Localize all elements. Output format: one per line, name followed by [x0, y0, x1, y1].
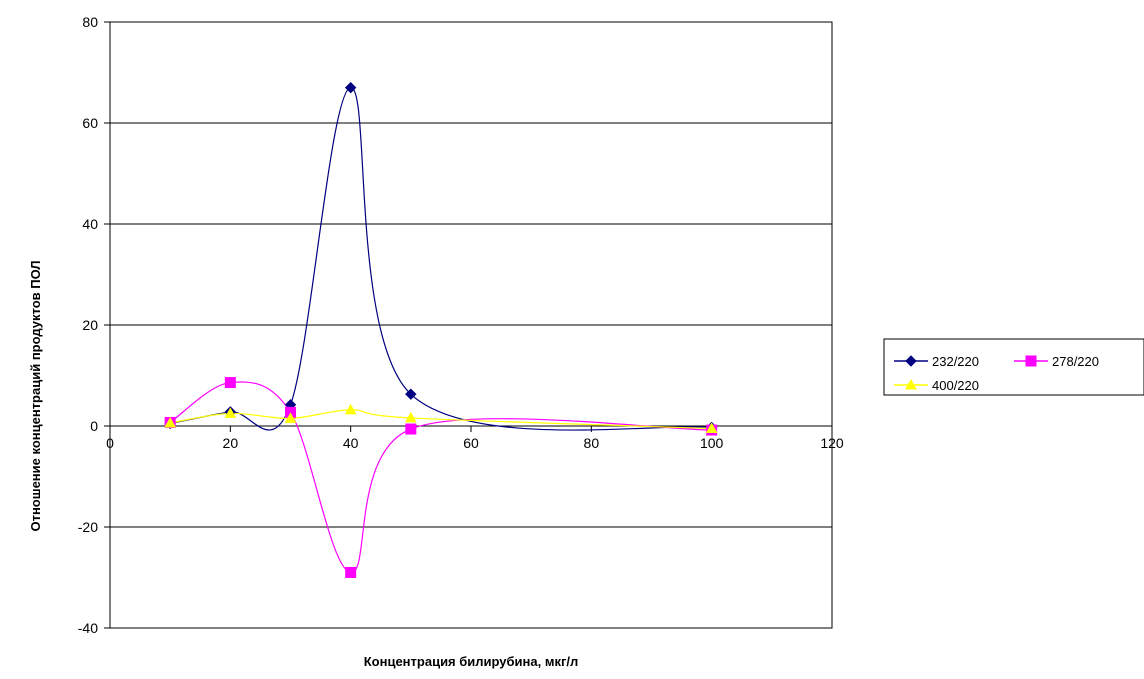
series-2-point-3 [344, 403, 357, 415]
y-tick-label-2: 0 [90, 418, 98, 434]
legend-label-2: 400/220 [932, 378, 979, 393]
y-tick-label-1: -20 [78, 519, 98, 535]
legend: 232/220 278/220 400/220 [883, 338, 1144, 396]
plot-area-border [109, 21, 833, 629]
y-tick-label-4: 40 [82, 216, 98, 232]
y-axis-title: Отношение концентраций продуктов ПОЛ [28, 260, 43, 531]
gridlines [110, 122, 832, 528]
series-0-point-3 [344, 81, 357, 94]
series-markers [164, 81, 718, 578]
y-tick-label-3: 20 [82, 317, 98, 333]
legend-marker-0 [905, 355, 917, 367]
y-axis-ticks: -40 -20 0 20 40 60 80 [78, 14, 110, 636]
y-tick-label-0: -40 [78, 620, 98, 636]
series-1-point-1 [224, 377, 236, 389]
series-1-point-4 [405, 423, 417, 435]
legend-box [883, 338, 1144, 396]
series-1-point-3 [345, 566, 357, 578]
legend-label-1: 278/220 [1052, 354, 1099, 369]
series-2-point-4 [404, 411, 417, 423]
x-tick-label-5: 100 [700, 435, 724, 451]
series-2-point-5 [705, 422, 718, 434]
series-0-point-4 [405, 388, 417, 400]
x-tick-label-1: 20 [223, 435, 239, 451]
x-axis-title: Концентрация билирубина, мкг/л [364, 654, 579, 669]
series-2-point-2 [284, 412, 297, 423]
x-tick-label-2: 40 [343, 435, 359, 451]
y-tick-label-5: 60 [82, 115, 98, 131]
y-tick-label-6: 80 [82, 14, 98, 30]
x-tick-label-3: 60 [463, 435, 479, 451]
legend-label-0: 232/220 [932, 354, 979, 369]
series-2-point-1 [224, 407, 237, 418]
x-tick-label-4: 80 [584, 435, 600, 451]
legend-marker-1 [1025, 355, 1037, 367]
x-axis-ticks: 0 20 40 60 80 100 120 [106, 426, 844, 451]
legend-marker-2 [905, 378, 917, 390]
series-2-point-0 [164, 416, 177, 428]
